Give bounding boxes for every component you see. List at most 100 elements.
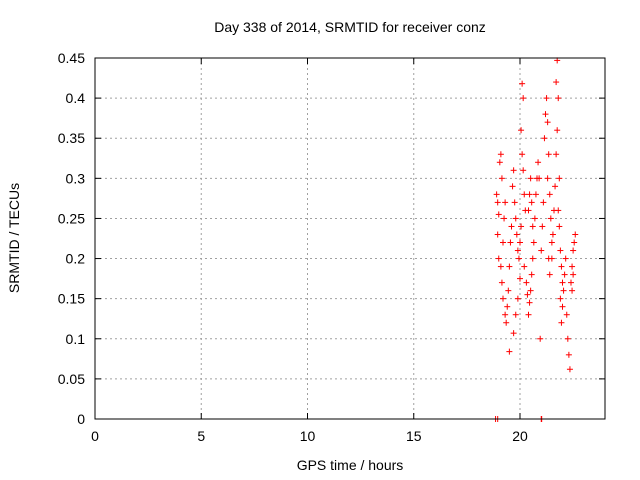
data-point xyxy=(544,119,551,126)
y-tick-label: 0.25 xyxy=(58,210,85,226)
data-point xyxy=(509,183,516,190)
y-tick-label: 0.05 xyxy=(58,371,85,387)
data-point xyxy=(568,279,574,286)
y-tick-label: 0.1 xyxy=(66,331,86,347)
data-point xyxy=(540,199,547,206)
data-point xyxy=(498,175,505,182)
data-point xyxy=(556,223,563,230)
data-point xyxy=(545,151,552,158)
data-point xyxy=(512,215,519,222)
data-point xyxy=(495,211,502,218)
x-tick-labels: 0 5 10 15 20 xyxy=(91,428,528,444)
data-point xyxy=(547,215,554,222)
y-tick-label: 0.45 xyxy=(58,50,85,66)
chart-title: Day 338 of 2014, SRMTID for receiver con… xyxy=(214,19,486,35)
data-point xyxy=(554,127,561,134)
data-point xyxy=(512,311,519,318)
data-point xyxy=(506,263,513,270)
data-point xyxy=(496,159,503,166)
data-point xyxy=(508,223,515,230)
data-point xyxy=(557,295,564,302)
data-point xyxy=(497,151,504,158)
data-point xyxy=(525,311,532,318)
data-point xyxy=(500,295,506,302)
data-point xyxy=(494,199,501,206)
data-point xyxy=(531,215,538,222)
data-point xyxy=(529,255,536,262)
data-point xyxy=(532,191,539,198)
data-point xyxy=(505,287,512,294)
data-point xyxy=(549,231,556,238)
data-point xyxy=(521,191,528,198)
data-point xyxy=(570,271,577,278)
data-points xyxy=(492,57,579,422)
data-point xyxy=(514,247,521,254)
data-point xyxy=(565,351,572,358)
data-point xyxy=(523,279,530,286)
x-axis-label: GPS time / hours xyxy=(297,457,404,473)
data-point xyxy=(555,95,562,102)
data-point xyxy=(528,199,535,206)
data-point xyxy=(510,167,517,174)
data-point xyxy=(539,223,546,230)
data-point xyxy=(536,175,543,182)
data-point xyxy=(541,135,548,142)
axis-ticks xyxy=(94,57,605,420)
x-tick-label: 20 xyxy=(512,428,528,444)
data-point xyxy=(524,291,531,298)
data-point xyxy=(546,271,553,278)
data-point xyxy=(564,335,571,342)
data-point xyxy=(571,239,578,246)
data-point xyxy=(570,247,577,254)
data-point xyxy=(518,223,525,230)
data-point xyxy=(517,275,523,282)
plot-frame xyxy=(94,57,606,420)
data-point xyxy=(552,183,559,190)
data-point xyxy=(527,175,534,182)
y-tick-label: 0.4 xyxy=(66,90,86,106)
data-point xyxy=(518,127,525,134)
data-point xyxy=(535,159,542,166)
data-point xyxy=(500,239,506,246)
data-point xyxy=(501,215,508,222)
data-point xyxy=(497,263,504,270)
x-tick-label: 5 xyxy=(197,428,205,444)
data-point xyxy=(506,348,513,355)
data-point xyxy=(558,319,565,326)
data-point xyxy=(543,95,550,102)
data-point xyxy=(557,247,564,254)
y-tick-label: 0.2 xyxy=(66,251,86,267)
data-point xyxy=(515,255,522,262)
data-point xyxy=(553,151,560,158)
data-point xyxy=(493,191,500,198)
data-point xyxy=(555,207,562,214)
y-tick-label: 0.3 xyxy=(66,170,86,186)
data-point xyxy=(546,191,553,198)
data-point xyxy=(538,247,545,254)
data-point xyxy=(560,287,567,294)
data-point xyxy=(569,263,576,270)
data-point xyxy=(569,287,576,294)
data-point xyxy=(548,255,555,262)
data-point xyxy=(526,299,533,306)
y-tick-labels: 0 0.05 0.1 0.15 0.2 0.25 0.3 0.35 0.4 0.45 xyxy=(58,50,85,427)
data-point xyxy=(521,263,528,270)
data-point xyxy=(519,80,526,87)
data-point xyxy=(520,167,527,174)
data-point xyxy=(562,255,569,262)
data-point xyxy=(502,199,509,206)
x-tick-label: 0 xyxy=(91,428,99,444)
data-point xyxy=(504,303,511,310)
data-point xyxy=(556,175,563,182)
data-point xyxy=(502,311,509,318)
data-point xyxy=(510,330,517,337)
data-point xyxy=(503,319,510,326)
data-point xyxy=(511,199,518,206)
data-point xyxy=(519,151,526,158)
data-point xyxy=(566,366,573,373)
data-point xyxy=(494,231,501,238)
y-tick-label: 0.15 xyxy=(58,291,85,307)
data-point xyxy=(544,175,551,182)
grid-lines xyxy=(95,58,605,419)
